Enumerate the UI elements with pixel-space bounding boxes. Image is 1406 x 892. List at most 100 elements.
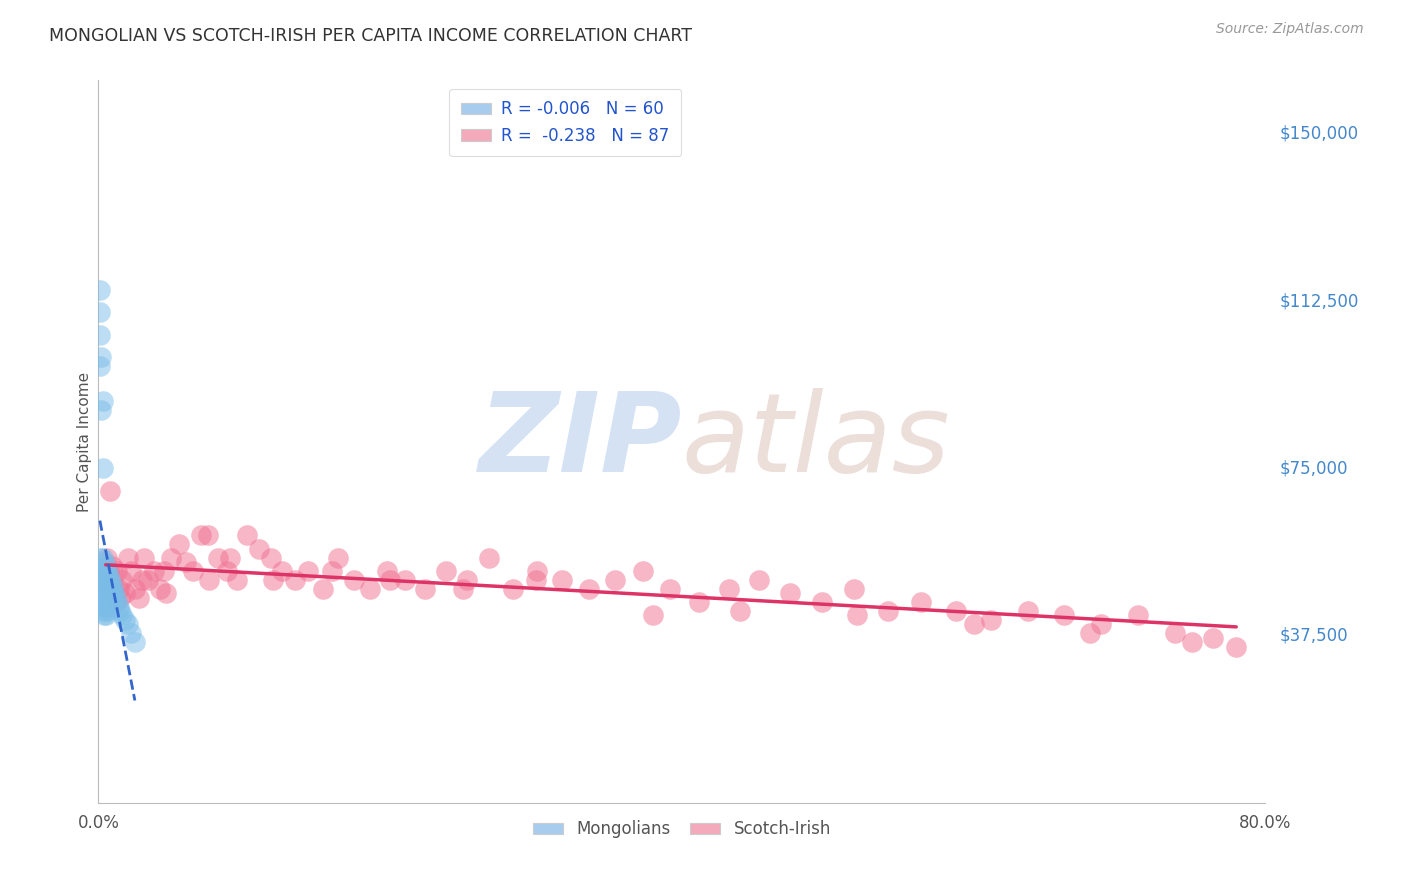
Point xyxy=(578,582,600,596)
Point xyxy=(114,586,136,600)
Point xyxy=(110,604,132,618)
Point xyxy=(91,586,114,600)
Point xyxy=(98,582,121,596)
Point xyxy=(94,599,117,614)
Point xyxy=(688,595,710,609)
Point xyxy=(100,577,122,591)
Point xyxy=(104,595,127,609)
Point xyxy=(89,283,111,297)
Point xyxy=(90,403,112,417)
Point xyxy=(326,550,349,565)
Point xyxy=(117,617,139,632)
Point xyxy=(93,577,115,591)
Point xyxy=(114,613,136,627)
Point xyxy=(108,599,131,614)
Point xyxy=(218,550,240,565)
Point xyxy=(846,608,869,623)
Point xyxy=(91,550,114,565)
Point xyxy=(149,582,172,596)
Point xyxy=(91,461,114,475)
Point xyxy=(90,350,112,364)
Point xyxy=(91,573,114,587)
Point xyxy=(98,573,121,587)
Point xyxy=(97,595,120,609)
Point xyxy=(94,559,117,574)
Point xyxy=(1053,608,1076,623)
Point xyxy=(89,305,111,319)
Text: $112,500: $112,500 xyxy=(1279,292,1358,310)
Point xyxy=(108,582,131,596)
Point xyxy=(93,573,115,587)
Point xyxy=(359,582,381,596)
Text: atlas: atlas xyxy=(682,388,950,495)
Point xyxy=(96,591,118,605)
Point xyxy=(89,327,111,342)
Point xyxy=(98,483,121,498)
Point xyxy=(105,564,128,578)
Point xyxy=(1080,626,1102,640)
Point xyxy=(962,617,984,632)
Point xyxy=(297,564,319,578)
Point xyxy=(93,608,115,623)
Point xyxy=(124,582,146,596)
Text: MONGOLIAN VS SCOTCH-IRISH PER CAPITA INCOME CORRELATION CHART: MONGOLIAN VS SCOTCH-IRISH PER CAPITA INC… xyxy=(49,27,692,45)
Point xyxy=(93,595,115,609)
Point xyxy=(90,591,112,605)
Point xyxy=(97,577,120,591)
Point xyxy=(876,604,898,618)
Point xyxy=(207,550,229,565)
Point xyxy=(641,608,664,623)
Point xyxy=(551,573,574,587)
Point xyxy=(259,550,281,565)
Point xyxy=(101,582,124,596)
Point xyxy=(811,595,834,609)
Point xyxy=(247,541,270,556)
Point xyxy=(910,595,932,609)
Point xyxy=(198,573,221,587)
Point xyxy=(97,586,120,600)
Text: $37,500: $37,500 xyxy=(1279,626,1348,645)
Point xyxy=(96,573,118,587)
Point xyxy=(94,577,117,591)
Point xyxy=(1225,640,1247,654)
Point xyxy=(524,573,547,587)
Point xyxy=(131,573,153,587)
Point xyxy=(100,586,122,600)
Point xyxy=(478,550,501,565)
Point xyxy=(94,608,117,623)
Point xyxy=(1181,635,1204,649)
Point xyxy=(343,573,366,587)
Point xyxy=(96,564,118,578)
Point xyxy=(1202,631,1225,645)
Text: ZIP: ZIP xyxy=(478,388,682,495)
Point xyxy=(779,586,801,600)
Point xyxy=(90,573,112,587)
Point xyxy=(215,564,238,578)
Legend: Mongolians, Scotch-Irish: Mongolians, Scotch-Irish xyxy=(526,814,838,845)
Point xyxy=(717,582,740,596)
Point xyxy=(142,564,165,578)
Point xyxy=(90,564,112,578)
Text: Source: ZipAtlas.com: Source: ZipAtlas.com xyxy=(1216,22,1364,37)
Point xyxy=(120,626,142,640)
Point xyxy=(842,582,865,596)
Point xyxy=(91,394,114,409)
Point xyxy=(226,573,249,587)
Point xyxy=(104,591,127,605)
Point xyxy=(526,564,548,578)
Point xyxy=(96,550,118,565)
Point xyxy=(111,573,134,587)
Point xyxy=(105,595,128,609)
Point xyxy=(174,555,197,569)
Point xyxy=(132,550,155,565)
Point xyxy=(94,582,117,596)
Point xyxy=(160,550,183,565)
Point xyxy=(284,573,307,587)
Point xyxy=(91,564,114,578)
Point xyxy=(103,586,125,600)
Point xyxy=(155,586,177,600)
Point xyxy=(89,359,111,373)
Point xyxy=(153,564,176,578)
Point xyxy=(748,573,770,587)
Point xyxy=(945,604,967,618)
